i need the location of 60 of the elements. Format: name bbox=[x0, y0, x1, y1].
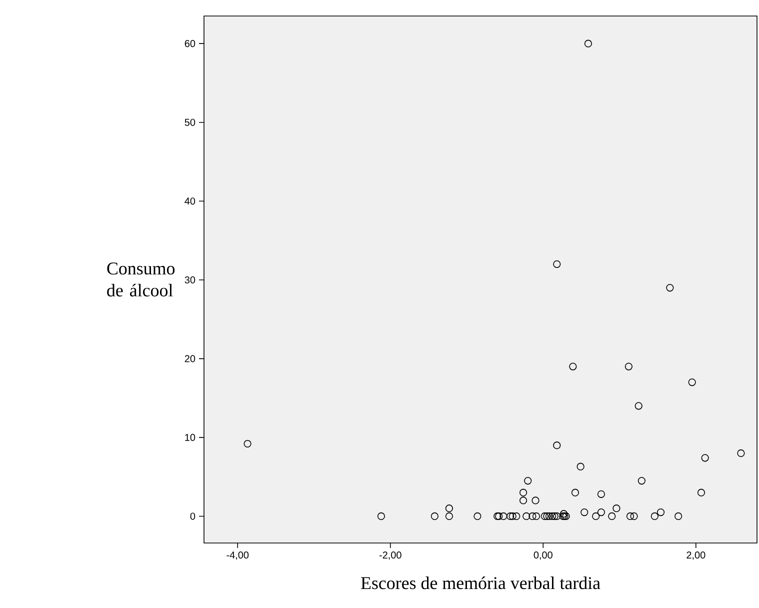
point bbox=[656, 508, 665, 516]
point bbox=[506, 512, 514, 520]
point bbox=[512, 512, 520, 520]
point bbox=[592, 512, 600, 520]
point bbox=[580, 508, 588, 516]
point bbox=[553, 512, 561, 520]
point bbox=[519, 488, 528, 496]
point bbox=[500, 512, 508, 520]
point bbox=[597, 508, 605, 516]
y-tick-label: 10 bbox=[185, 434, 196, 441]
point bbox=[584, 40, 592, 48]
point bbox=[737, 449, 745, 457]
point bbox=[666, 284, 674, 292]
point bbox=[560, 510, 568, 518]
x-tick-label: -4,00 bbox=[226, 552, 249, 560]
y-axis-title: Consumo de álcool bbox=[107, 262, 175, 296]
point bbox=[626, 512, 634, 520]
y-tick-label: 50 bbox=[184, 118, 196, 126]
point bbox=[634, 402, 642, 410]
y-tick-label: 20 bbox=[184, 355, 196, 362]
point bbox=[638, 476, 646, 485]
point bbox=[244, 440, 252, 448]
point bbox=[528, 512, 536, 520]
point bbox=[571, 488, 580, 496]
point bbox=[701, 454, 709, 462]
point bbox=[553, 260, 561, 268]
point bbox=[524, 476, 532, 485]
y-tick-label: 40 bbox=[184, 198, 196, 205]
point bbox=[474, 512, 482, 520]
x-tick-label: 0,00 bbox=[534, 552, 552, 560]
point bbox=[508, 512, 516, 520]
point bbox=[522, 512, 530, 520]
point bbox=[553, 442, 561, 450]
point bbox=[650, 512, 658, 520]
x-tick-label: 2,00 bbox=[686, 552, 706, 560]
point bbox=[688, 378, 696, 386]
point bbox=[576, 462, 584, 470]
point bbox=[377, 512, 386, 520]
point bbox=[612, 504, 620, 512]
point bbox=[532, 512, 540, 520]
point bbox=[540, 512, 548, 520]
x-axis-title: Escores de memória verbal tardia bbox=[361, 576, 600, 590]
y-tick-label: 30 bbox=[184, 276, 196, 284]
x-tick-label: -2,00 bbox=[379, 552, 402, 560]
point bbox=[597, 490, 605, 498]
point bbox=[608, 512, 616, 520]
point bbox=[674, 512, 682, 520]
point bbox=[430, 512, 438, 520]
point bbox=[624, 362, 632, 370]
point bbox=[532, 496, 540, 504]
point bbox=[630, 512, 638, 520]
point bbox=[550, 512, 558, 520]
y-tick-label: 60 bbox=[184, 40, 196, 48]
point bbox=[445, 504, 453, 512]
point bbox=[697, 488, 706, 496]
point bbox=[569, 362, 577, 370]
y-tick-label: 0 bbox=[190, 512, 196, 520]
point bbox=[445, 512, 453, 520]
point bbox=[519, 496, 528, 504]
point bbox=[543, 512, 551, 520]
